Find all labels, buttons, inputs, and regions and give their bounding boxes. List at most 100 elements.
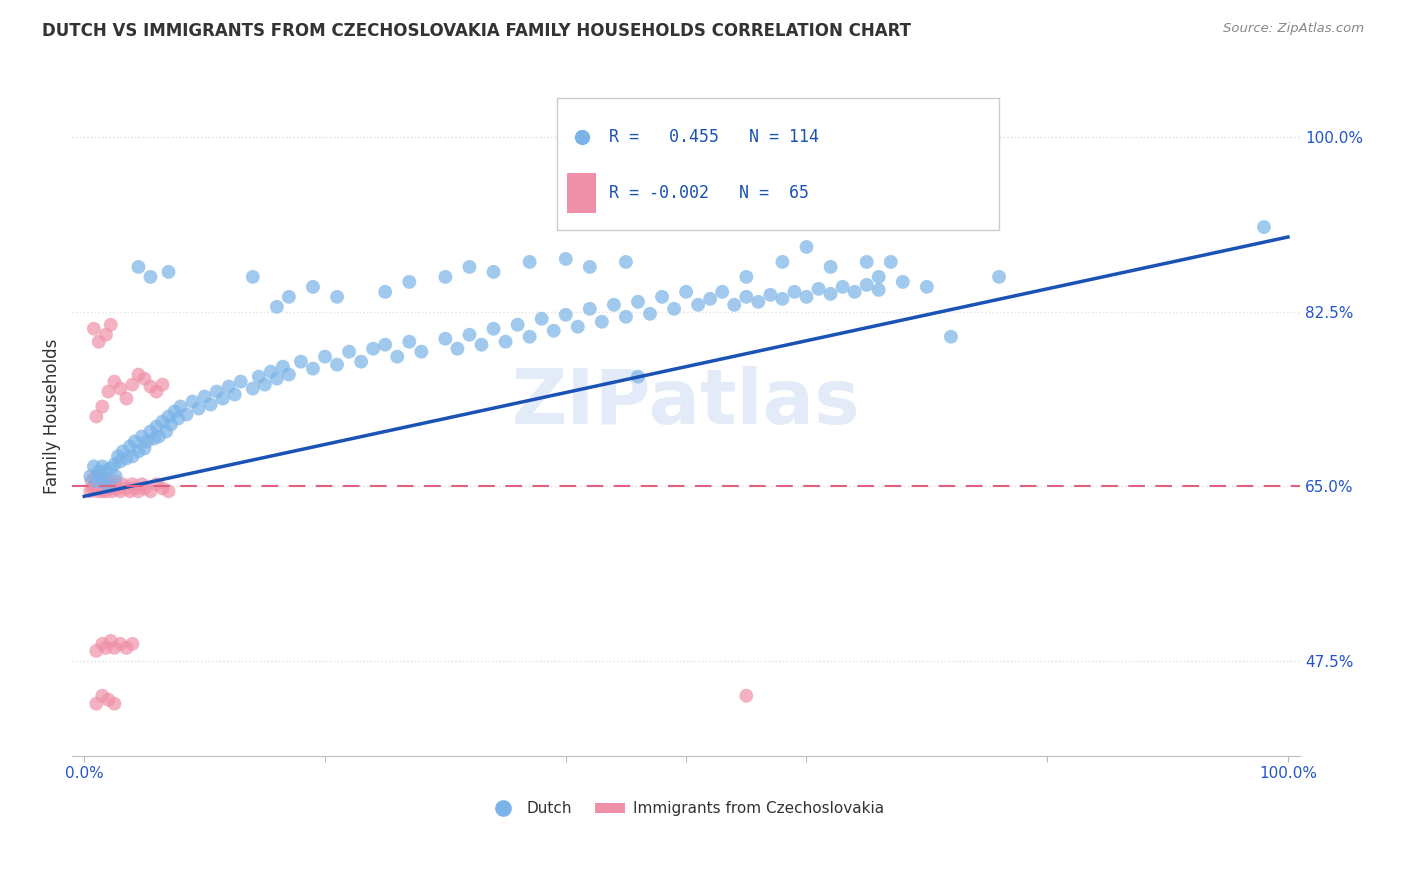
Point <box>783 285 806 299</box>
Point <box>337 344 360 359</box>
Point <box>939 329 962 343</box>
Point <box>139 379 162 393</box>
Point <box>868 269 890 284</box>
Point <box>110 382 132 396</box>
Point <box>124 434 146 449</box>
Point <box>145 477 167 491</box>
Point <box>94 640 117 655</box>
Point <box>97 479 120 493</box>
Point <box>87 334 110 349</box>
Point <box>139 484 162 499</box>
Point <box>796 240 818 254</box>
Point <box>101 484 124 499</box>
Point <box>79 484 101 499</box>
Point <box>115 392 138 406</box>
Point <box>855 277 877 292</box>
Point <box>91 400 114 414</box>
Point <box>90 477 112 491</box>
Point <box>121 377 143 392</box>
Point <box>169 400 191 414</box>
Point <box>134 371 156 385</box>
Point <box>143 432 166 446</box>
Point <box>127 444 149 458</box>
Point <box>194 390 217 404</box>
Point <box>134 442 156 456</box>
Point <box>94 327 117 342</box>
Point <box>100 633 122 648</box>
Point <box>103 697 125 711</box>
Point <box>134 481 156 495</box>
Point <box>591 315 613 329</box>
Point <box>554 252 576 266</box>
Text: Source: ZipAtlas.com: Source: ZipAtlas.com <box>1223 22 1364 36</box>
Point <box>104 475 127 489</box>
Point <box>110 484 132 499</box>
Point <box>458 327 481 342</box>
Point <box>891 275 914 289</box>
Point <box>458 260 481 274</box>
Point <box>1253 220 1275 235</box>
Point <box>100 481 122 495</box>
Point <box>855 255 877 269</box>
Point <box>820 286 842 301</box>
Point <box>519 255 541 269</box>
Point <box>434 332 457 346</box>
Point <box>87 475 110 489</box>
Point <box>218 379 240 393</box>
Point <box>100 461 122 475</box>
Point <box>94 484 117 499</box>
Point <box>84 469 107 483</box>
Point <box>127 484 149 499</box>
Point <box>675 285 697 299</box>
Point <box>735 290 758 304</box>
Point <box>770 292 793 306</box>
Point <box>374 285 396 299</box>
Point <box>290 354 312 368</box>
Point <box>711 285 734 299</box>
Point <box>723 298 745 312</box>
Point <box>176 408 198 422</box>
Point <box>482 322 505 336</box>
Point <box>121 450 143 464</box>
Point <box>688 298 710 312</box>
Point <box>868 283 890 297</box>
Point <box>155 425 177 439</box>
Point <box>495 334 517 349</box>
Point <box>91 484 114 499</box>
Point <box>91 459 114 474</box>
Point <box>831 280 853 294</box>
Point <box>387 350 409 364</box>
Text: DUTCH VS IMMIGRANTS FROM CZECHOSLOVAKIA FAMILY HOUSEHOLDS CORRELATION CHART: DUTCH VS IMMIGRANTS FROM CZECHOSLOVAKIA … <box>42 22 911 40</box>
Point <box>86 484 108 499</box>
Point <box>807 282 830 296</box>
Point <box>121 637 143 651</box>
Text: ZIPatlas: ZIPatlas <box>512 366 860 440</box>
Point <box>988 269 1011 284</box>
Point <box>84 475 107 489</box>
Point <box>326 358 349 372</box>
Point <box>361 342 384 356</box>
Point <box>103 481 125 495</box>
Point <box>107 450 129 464</box>
Point <box>247 369 270 384</box>
Point <box>506 318 529 332</box>
Point <box>115 640 138 655</box>
Point <box>93 471 115 485</box>
Point <box>93 479 115 493</box>
Point <box>127 368 149 382</box>
Point <box>880 255 903 269</box>
Point <box>97 692 120 706</box>
FancyBboxPatch shape <box>567 173 596 213</box>
Point <box>260 365 283 379</box>
Point <box>87 464 110 478</box>
Point <box>699 292 721 306</box>
Point <box>302 280 325 294</box>
Point <box>103 640 125 655</box>
Point <box>97 384 120 399</box>
Point <box>543 324 565 338</box>
Point <box>446 342 468 356</box>
Point <box>519 329 541 343</box>
Point <box>796 290 818 304</box>
Point <box>107 481 129 495</box>
Point <box>205 384 228 399</box>
